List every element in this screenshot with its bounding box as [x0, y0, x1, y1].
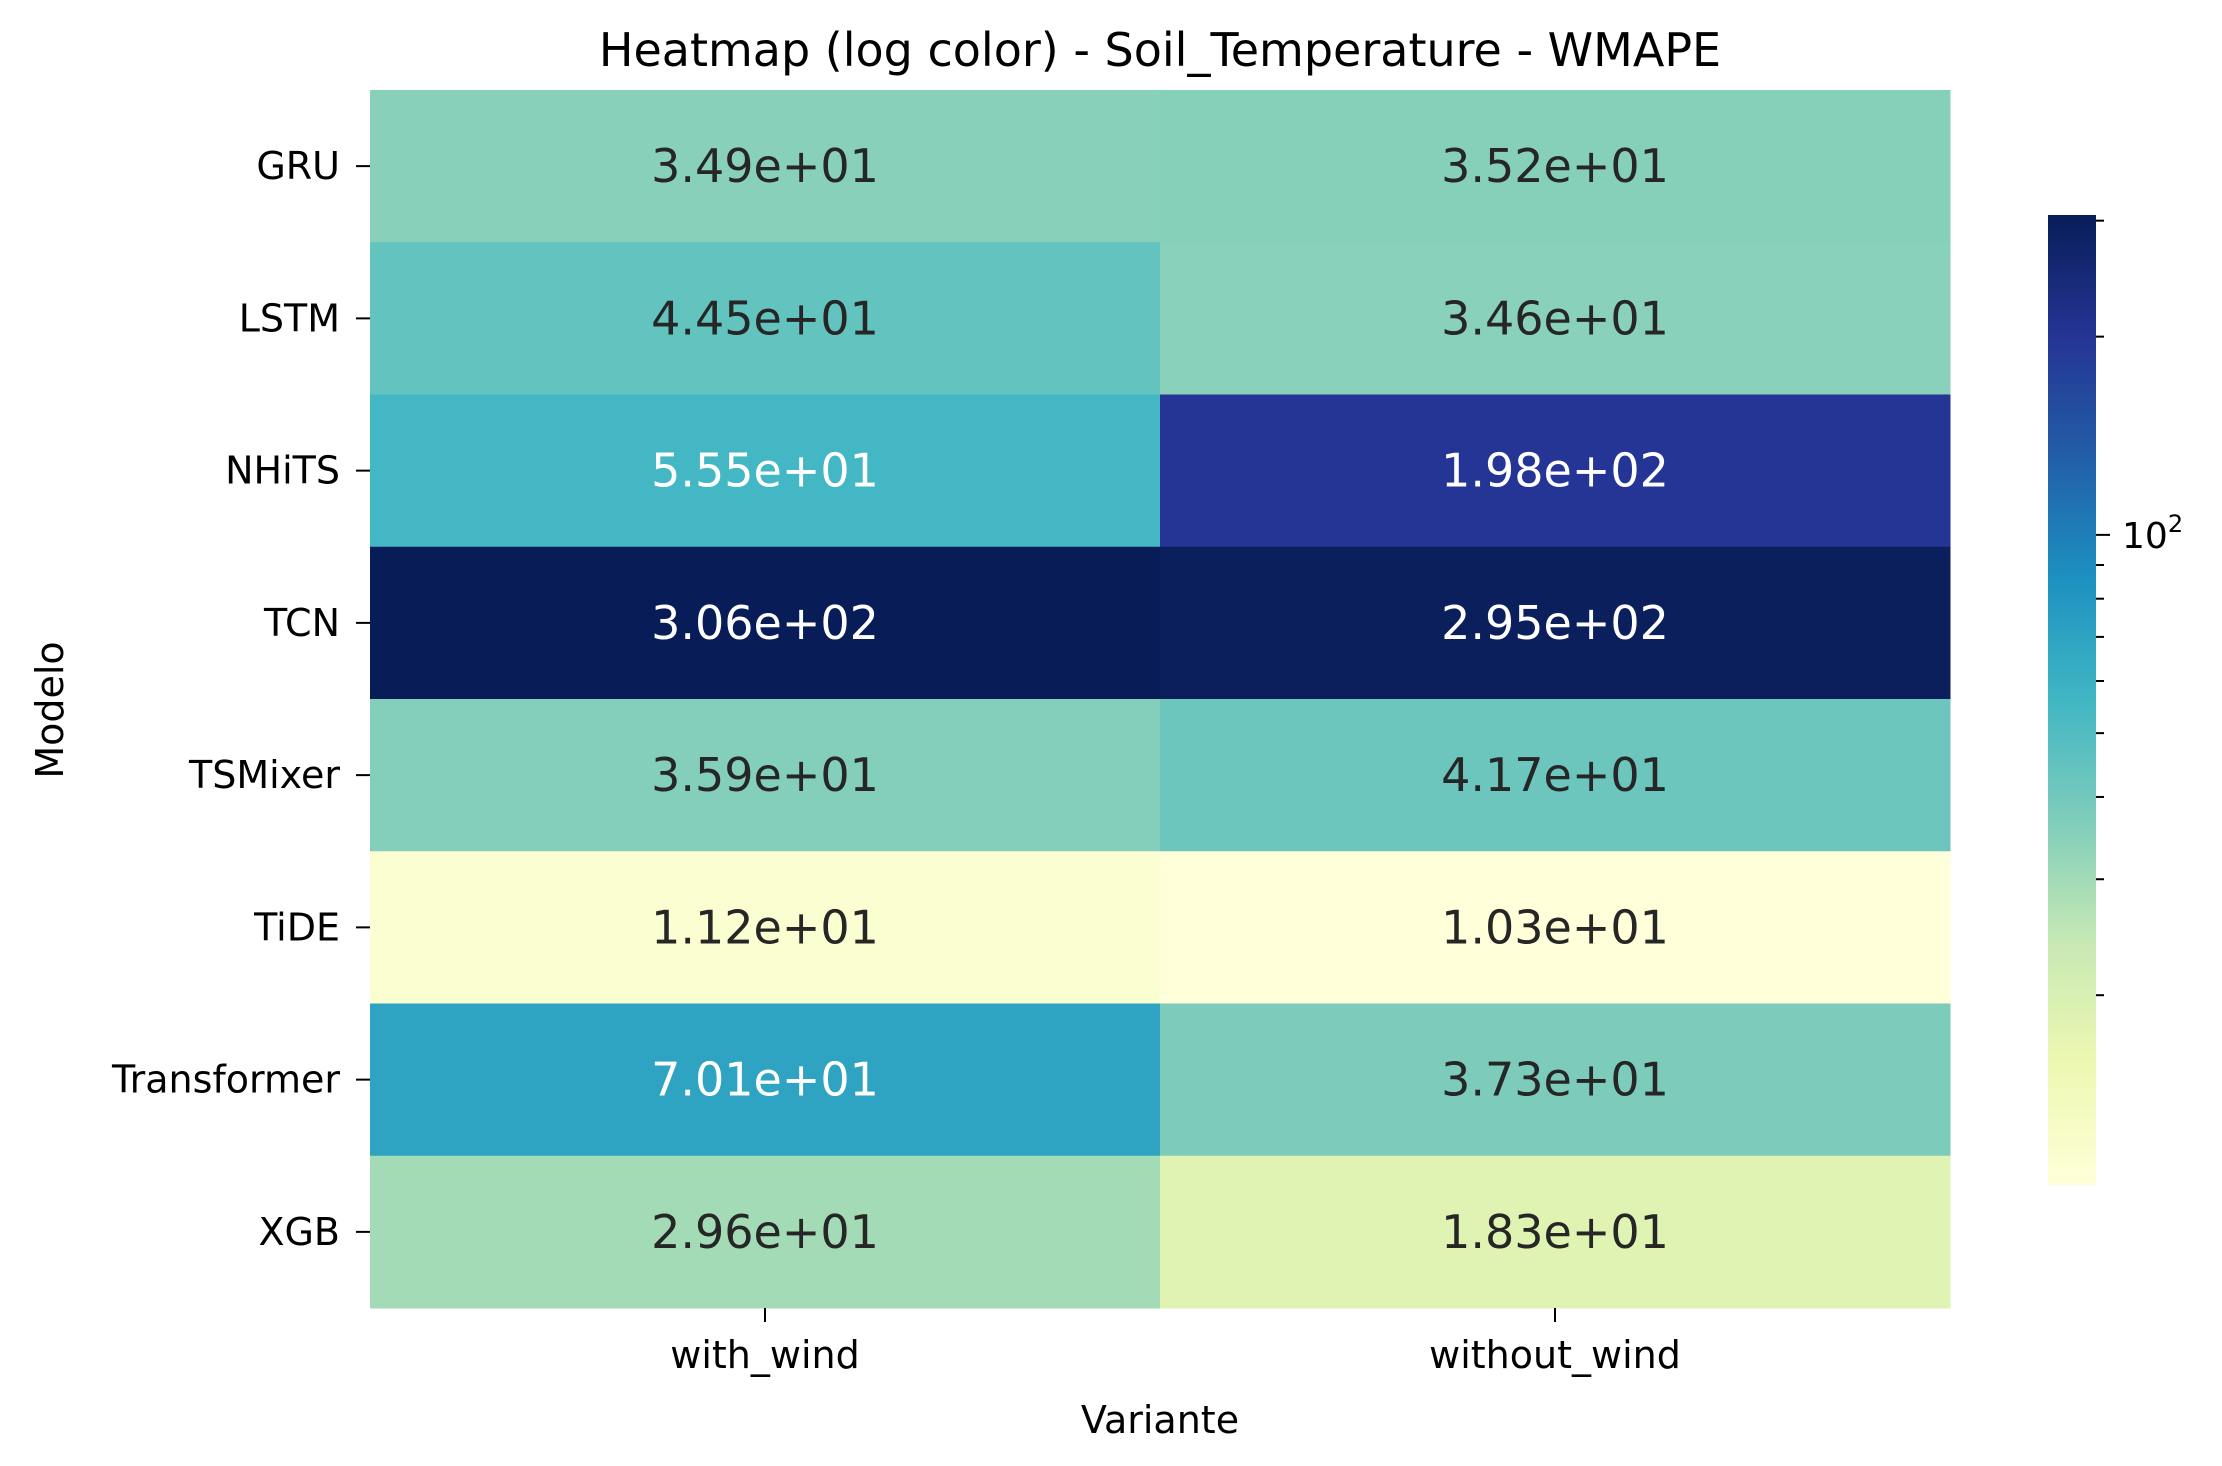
heatmap-cell [1160, 242, 1951, 395]
heatmap-cell-label: 5.55e+01 [651, 444, 879, 498]
colorbar-gradient [2048, 215, 2096, 1185]
heatmap-cell [370, 242, 1161, 395]
heatmap-cell [1160, 546, 1951, 700]
heatmap-cell [370, 1155, 1161, 1309]
y-tick-label: LSTM [239, 296, 340, 340]
heatmap-cell-label: 1.83e+01 [1441, 1205, 1669, 1259]
y-tick-label: TSMixer [188, 753, 340, 797]
y-tick-label: GRU [256, 144, 340, 188]
heatmap-cell-label: 1.03e+01 [1441, 900, 1669, 954]
heatmap-cell [1160, 394, 1951, 548]
heatmap-cell [370, 546, 1161, 700]
heatmap-cell-label: 1.98e+02 [1441, 444, 1669, 498]
heatmap-cell [1160, 851, 1951, 1004]
heatmap-cell [370, 90, 1161, 243]
y-tick-label: NHiTS [225, 449, 340, 493]
heatmap-cell-label: 7.01e+01 [651, 1053, 879, 1107]
heatmap-cell-labels: 3.49e+01 3.52e+01 4.45e+01 3.46e+01 5.55e+01… [651, 139, 1669, 1259]
heatmap-cell-label: 3.49e+01 [651, 139, 879, 193]
heatmap-cell-label: 3.06e+02 [651, 596, 879, 650]
colorbar: 102 [2048, 215, 2183, 1185]
heatmap-cell-label: 1.12e+01 [651, 900, 879, 954]
y-tick-label: TiDE [253, 905, 340, 949]
heatmap-cell-label: 3.59e+01 [651, 748, 879, 802]
heatmap-cell-label: 4.45e+01 [651, 291, 879, 345]
chart-title: Heatmap (log color) - Soil_Temperature -… [599, 23, 1721, 77]
heatmap-cell-label: 2.96e+01 [651, 1205, 879, 1259]
x-axis-label: Variante [1081, 1398, 1239, 1442]
heatmap-cell-label: 3.46e+01 [1441, 291, 1669, 345]
colorbar-tick-base: 10 [2122, 516, 2168, 557]
heatmap-cell-label: 2.95e+02 [1441, 596, 1669, 650]
x-tick-label: without_wind [1429, 1333, 1681, 1377]
y-tick-label: TCN [263, 601, 340, 645]
heatmap-cell [370, 699, 1161, 852]
heatmap-cell [370, 851, 1161, 1004]
y-axis-label: Modelo [28, 641, 72, 778]
colorbar-tick-exponent: 2 [2168, 510, 2183, 538]
y-tick-label: Transformer [111, 1058, 340, 1102]
x-tick-label: with_wind [670, 1333, 859, 1377]
heatmap-cell [1160, 1155, 1951, 1309]
y-axis-ticks: GRU LSTM NHiTS TCN TSMixer TiDE Transformer XGB [111, 144, 370, 1254]
heatmap-cell [1160, 90, 1951, 243]
x-axis-ticks: with_wind without_wind [670, 1308, 1681, 1377]
heatmap-cell-label: 3.73e+01 [1441, 1053, 1669, 1107]
heatmap-cell [1160, 699, 1951, 852]
heatmap-cells [370, 90, 1951, 1309]
y-tick-label: XGB [258, 1210, 340, 1254]
colorbar-tick-label: 102 [2122, 510, 2183, 557]
heatmap-cell-label: 3.52e+01 [1441, 139, 1669, 193]
colorbar-ticks [2096, 219, 2110, 997]
heatmap-cell [1160, 1003, 1951, 1157]
heatmap-cell [370, 1003, 1161, 1157]
heatmap-cell [370, 394, 1161, 548]
heatmap-cell-label: 4.17e+01 [1441, 748, 1669, 802]
